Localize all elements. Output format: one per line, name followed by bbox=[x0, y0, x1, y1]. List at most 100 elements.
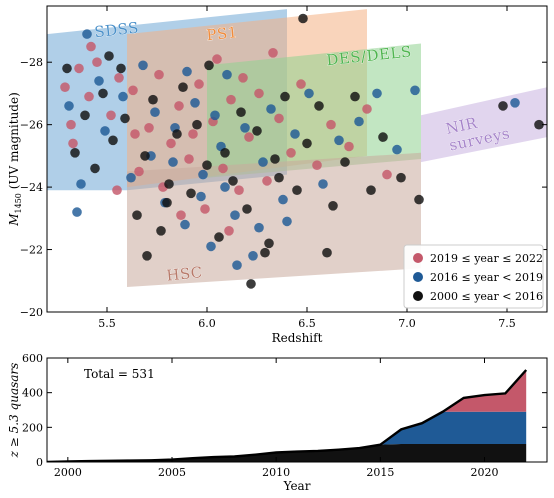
legend-box bbox=[403, 244, 544, 309]
x-tick-label: 5.5 bbox=[98, 317, 116, 330]
quasar-point bbox=[392, 144, 402, 155]
quasar-point bbox=[168, 157, 178, 167]
quasar-point bbox=[304, 88, 314, 99]
quasar-point bbox=[172, 129, 182, 139]
quasar-point bbox=[268, 48, 278, 58]
y-tick-label: 400 bbox=[22, 387, 43, 400]
quasar-point bbox=[246, 279, 256, 289]
quasar-point bbox=[218, 163, 228, 174]
quasar-point bbox=[80, 110, 90, 121]
quasar-point bbox=[64, 101, 74, 111]
quasar-point bbox=[274, 172, 284, 183]
quasar-point bbox=[182, 66, 192, 77]
quasar-point bbox=[212, 54, 222, 64]
quasar-point bbox=[76, 179, 86, 189]
quasar-point bbox=[290, 129, 300, 139]
quasar-point bbox=[292, 185, 302, 195]
quasar-point bbox=[134, 166, 144, 177]
quasar-point bbox=[270, 154, 280, 164]
quasar-point bbox=[130, 129, 140, 139]
x-tick-label: 6.0 bbox=[198, 317, 216, 330]
y-tick-label: −22 bbox=[20, 244, 43, 257]
quasar-point bbox=[178, 82, 188, 92]
quasar-point bbox=[74, 63, 84, 74]
quasar-point bbox=[194, 79, 204, 89]
cumulative-y-ticks: 0 200 400 600 bbox=[22, 352, 547, 469]
survey-label-hsc: HSC bbox=[166, 263, 204, 285]
scatter-axes-frame bbox=[46, 5, 548, 313]
quasar-point bbox=[344, 141, 354, 152]
cumulative-panel: 2000 2005 2010 2015 2020 0 200 400 600 Total = … bbox=[7, 352, 548, 493]
quasar-point bbox=[236, 107, 246, 117]
y-tick-label: −26 bbox=[20, 119, 43, 132]
legend-label-2019: 2019 ≤ year ≤ 2022 bbox=[430, 252, 543, 265]
quasar-point bbox=[232, 260, 242, 271]
total-cumulative-line bbox=[47, 369, 528, 462]
quasar-point bbox=[106, 110, 116, 121]
quasar-point bbox=[162, 197, 172, 208]
quasar-point bbox=[322, 247, 332, 258]
quasar-point bbox=[112, 185, 122, 195]
quasar-point bbox=[198, 169, 208, 180]
quasar-point bbox=[282, 216, 292, 227]
quasar-point bbox=[214, 232, 224, 242]
quasar-point bbox=[200, 204, 210, 214]
x-tick-label: 2020 bbox=[471, 466, 499, 479]
quasar-point bbox=[94, 76, 104, 86]
scatter-x-ticks: 5.5 6.0 6.5 7.0 7.5 bbox=[98, 6, 516, 330]
quasar-point bbox=[274, 113, 284, 124]
quasar-point bbox=[318, 179, 328, 189]
quasar-point bbox=[86, 41, 96, 52]
quasar-point bbox=[132, 210, 142, 220]
y-tick-label: −28 bbox=[20, 56, 43, 69]
quasar-point bbox=[328, 201, 338, 211]
quasar-point bbox=[414, 194, 424, 205]
quasar-point bbox=[534, 119, 544, 130]
quasar-point bbox=[220, 148, 230, 158]
legend: 2019 ≤ year ≤ 2022 2016 ≤ year < 2019 20… bbox=[403, 244, 544, 309]
quasar-point bbox=[354, 116, 364, 127]
quasar-point bbox=[230, 210, 240, 220]
quasar-point bbox=[206, 241, 216, 252]
quasar-point bbox=[296, 79, 306, 89]
legend-marker-2000 bbox=[413, 291, 423, 301]
survey-region-nir bbox=[421, 87, 547, 163]
survey-label-ps1: PS1 bbox=[206, 23, 239, 44]
x-tick-label: 6.5 bbox=[298, 317, 316, 330]
quasar-point bbox=[196, 191, 206, 202]
quasar-point bbox=[312, 160, 322, 170]
quasar-point bbox=[224, 226, 234, 236]
quasar-point bbox=[258, 157, 268, 167]
quasar-point bbox=[188, 129, 198, 139]
scatter-x-axis-label: Redshift bbox=[272, 331, 323, 345]
x-tick-label: 7.5 bbox=[498, 317, 516, 330]
quasar-point bbox=[266, 104, 276, 114]
survey-region-hsc bbox=[127, 152, 421, 287]
cumulative-axes-frame bbox=[46, 357, 548, 463]
x-tick-label: 2015 bbox=[366, 466, 394, 479]
cumulative-x-axis-label: Year bbox=[283, 479, 311, 493]
x-tick-label: 7.0 bbox=[398, 317, 416, 330]
quasar-point bbox=[242, 204, 252, 214]
quasar-point bbox=[302, 138, 312, 149]
y-label-rest: (UV magnitude) bbox=[7, 92, 21, 193]
quasar-point bbox=[262, 176, 272, 186]
quasar-point bbox=[210, 110, 220, 121]
quasar-point bbox=[190, 98, 200, 108]
quasar-point bbox=[166, 138, 176, 149]
quasar-point bbox=[138, 60, 148, 71]
survey-label-line: PS1 bbox=[206, 23, 239, 44]
quasar-point bbox=[326, 119, 336, 130]
quasar-point bbox=[410, 85, 420, 96]
quasar-point bbox=[510, 98, 520, 108]
quasar-point bbox=[204, 60, 214, 71]
quasar-point bbox=[366, 185, 376, 195]
y-tick-label: 600 bbox=[22, 352, 43, 365]
quasar-points bbox=[60, 13, 544, 289]
quasar-point bbox=[252, 126, 262, 136]
quasar-point bbox=[60, 82, 70, 92]
quasar-point bbox=[98, 88, 108, 99]
y-tick-label: −24 bbox=[20, 181, 43, 194]
quasar-point bbox=[264, 238, 274, 249]
total-annotation: Total = 531 bbox=[84, 367, 155, 381]
